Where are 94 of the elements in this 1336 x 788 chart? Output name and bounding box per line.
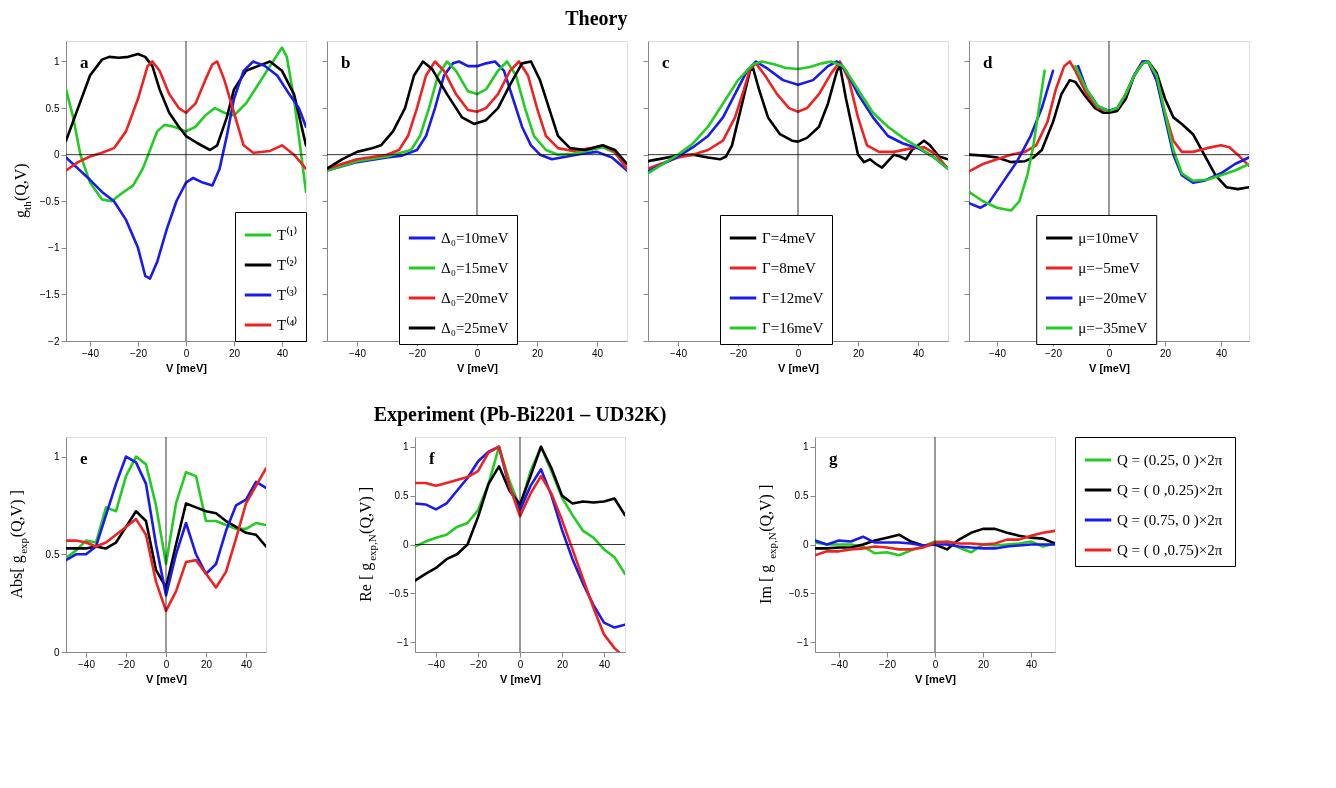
legend-label: Γ=12meV <box>762 290 824 306</box>
legend-label: T⁽³⁾ <box>277 286 297 303</box>
legend-label: Δ₀=25meV <box>441 320 509 336</box>
x-tick-label: −40 <box>831 658 849 670</box>
x-tick-label: −20 <box>130 347 148 359</box>
x-tick-label: 40 <box>912 347 925 359</box>
legend-label: Q = ( 0 ,0.25)×2π <box>1117 482 1223 499</box>
x-tick-label: 40 <box>240 658 253 670</box>
legend-label: μ=10meV <box>1078 230 1140 246</box>
x-tick-label: −20 <box>1045 347 1063 359</box>
legend-label: T⁽²⁾ <box>277 256 297 273</box>
x-tick-label: −20 <box>470 658 488 670</box>
x-tick-label: 20 <box>1159 347 1172 359</box>
annotation: d <box>983 53 993 72</box>
x-tick-label: 0 <box>474 347 481 359</box>
x-tick-label: −40 <box>349 347 367 359</box>
chart-title: Theory <box>565 6 628 30</box>
legend-label: Γ=8meV <box>762 260 816 276</box>
x-axis-title: V [meV] <box>915 672 957 685</box>
x-tick-label: 20 <box>200 658 213 670</box>
x-axis-title: V [meV] <box>1089 361 1131 374</box>
y-tick-label: 0 <box>402 539 409 550</box>
x-tick-label: 40 <box>1025 658 1038 670</box>
x-tick-label: −40 <box>989 347 1007 359</box>
x-tick-label: −20 <box>409 347 427 359</box>
legend-label: μ=−20meV <box>1078 290 1148 306</box>
x-axis-title: V [meV] <box>500 672 542 685</box>
legend-label: T⁽¹⁾ <box>277 226 297 243</box>
legend-label: Δ₀=20meV <box>441 290 509 306</box>
y-tick-label: 0 <box>53 149 60 161</box>
x-tick-label: 0 <box>1106 347 1113 359</box>
x-tick-label: −40 <box>670 347 688 359</box>
annotation: b <box>341 53 351 72</box>
x-tick-label: −40 <box>428 658 446 670</box>
y-axis-title: Im [ gexp,N(Q,V) ] <box>757 484 778 604</box>
y-tick-label: 1 <box>53 451 60 463</box>
y-tick-label: 0.5 <box>394 490 409 502</box>
x-tick-label: 20 <box>852 347 865 359</box>
x-tick-label: 20 <box>556 658 569 670</box>
y-tick-label: −1.5 <box>39 288 60 300</box>
annotation: a <box>80 53 89 72</box>
annotation: g <box>829 449 838 468</box>
annotation: e <box>80 449 88 468</box>
y-tick-label: −2 <box>48 335 60 347</box>
x-tick-label: 40 <box>276 347 289 359</box>
y-tick-label: −0.5 <box>788 587 809 599</box>
x-axis-title: V [meV] <box>457 361 499 374</box>
x-tick-label: −20 <box>730 347 748 359</box>
x-tick-label: 40 <box>591 347 604 359</box>
y-tick-label: −0.5 <box>388 587 409 599</box>
x-tick-label: −20 <box>118 658 136 670</box>
legend-label: μ=−35meV <box>1078 320 1148 336</box>
legend-label: Γ=4meV <box>762 230 816 246</box>
x-tick-label: −40 <box>78 658 96 670</box>
x-tick-label: 0 <box>932 658 939 670</box>
x-tick-label: 20 <box>531 347 544 359</box>
x-tick-label: −40 <box>82 347 100 359</box>
legend-label: Q = (0.75, 0 )×2π <box>1117 512 1223 529</box>
legend-label: Q = ( 0 ,0.75)×2π <box>1117 542 1223 559</box>
y-tick-label: −1 <box>48 242 60 254</box>
y-tick-label: −1 <box>397 636 409 648</box>
y-tick-label: 0.5 <box>794 490 809 502</box>
y-tick-label: 1 <box>402 441 409 453</box>
legend-label: Δ₀=15meV <box>441 260 509 276</box>
x-tick-label: 0 <box>517 658 524 670</box>
x-tick-label: −20 <box>879 658 897 670</box>
y-tick-label: 0 <box>53 646 60 658</box>
x-axis-title: V [meV] <box>146 672 188 685</box>
y-tick-label: 1 <box>53 56 60 67</box>
y-tick-label: 0.5 <box>45 102 60 114</box>
legend-label: Γ=16meV <box>762 320 824 336</box>
y-tick-label: 1 <box>802 441 809 453</box>
x-tick-label: 20 <box>228 347 241 359</box>
y-tick-label: −1 <box>797 636 809 648</box>
y-axis-title: Re [ gexp,N(Q,V) ] <box>357 486 378 602</box>
chart-title: Experiment (Pb-Bi2201 – UD32K) <box>373 402 667 426</box>
legend-label: Δ₀=10meV <box>441 230 509 246</box>
x-axis-title: V [meV] <box>778 361 820 374</box>
annotation: c <box>662 53 670 72</box>
x-tick-label: 40 <box>1215 347 1228 359</box>
x-axis-title: V [meV] <box>166 361 208 374</box>
y-axis-title: Abs[ gexp(Q,V) ] <box>8 490 29 599</box>
y-axis-title: gth(Q,V) <box>12 163 33 218</box>
annotation: f <box>429 449 435 468</box>
y-tick-label: −0.5 <box>39 195 60 207</box>
y-tick-label: 0.5 <box>45 548 60 560</box>
x-tick-label: 40 <box>598 658 611 670</box>
x-tick-label: 20 <box>977 658 990 670</box>
x-tick-label: 0 <box>163 658 170 670</box>
legend-label: μ=−5meV <box>1078 260 1140 276</box>
legend-label: T⁽⁴⁾ <box>277 316 298 333</box>
y-tick-label: 0 <box>802 539 809 550</box>
x-tick-label: 0 <box>183 347 190 359</box>
legend-label: Q = (0.25, 0 )×2π <box>1117 452 1223 469</box>
